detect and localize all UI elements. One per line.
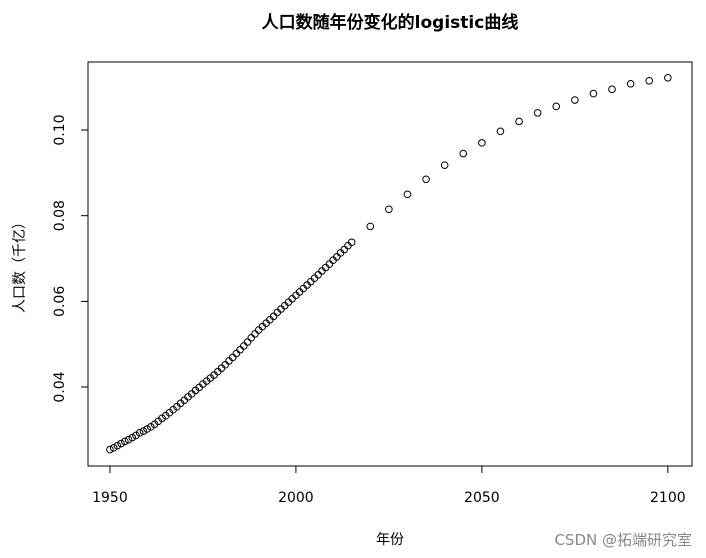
x-axis-label: 年份 [376, 532, 404, 548]
point [236, 345, 244, 354]
point [117, 439, 125, 448]
x-tick-label: 2000 [278, 490, 314, 506]
point [533, 109, 542, 117]
y-tick-label: 0.04 [52, 371, 68, 402]
point [552, 102, 561, 111]
point [571, 96, 579, 104]
x-tick-label: 2100 [650, 490, 686, 506]
y-tick-label: 0.10 [52, 114, 68, 145]
point [139, 427, 148, 435]
x-tick-label: 1950 [92, 490, 128, 506]
x-tick-label: 2050 [464, 490, 500, 506]
point [385, 205, 393, 214]
point [106, 445, 114, 454]
point [143, 425, 151, 433]
point [109, 444, 118, 452]
point [247, 333, 256, 342]
point [626, 79, 635, 88]
watermark: CSDN @拓端研究室 [554, 531, 692, 549]
point [440, 161, 449, 169]
point [459, 149, 468, 158]
chart-title: 人口数随年份变化的logistic曲线 [262, 12, 519, 33]
point [347, 238, 356, 247]
point [366, 222, 375, 231]
point [664, 73, 672, 82]
point [128, 433, 137, 442]
point [124, 435, 133, 444]
point [403, 190, 412, 199]
point [645, 76, 654, 85]
point [243, 338, 252, 346]
y-tick-label: 0.08 [52, 200, 68, 231]
plot-frame [87, 61, 693, 467]
point [240, 342, 248, 350]
point [608, 85, 616, 94]
y-tick-label: 0.06 [52, 286, 68, 317]
point [121, 437, 129, 446]
point [135, 429, 144, 437]
point [589, 89, 598, 98]
point [478, 139, 486, 147]
point [251, 330, 259, 338]
point [496, 127, 505, 136]
point [232, 349, 241, 358]
y-axis-label: 人口数（千亿） [12, 215, 28, 313]
point [113, 441, 122, 450]
point [515, 117, 523, 126]
point [422, 175, 430, 184]
